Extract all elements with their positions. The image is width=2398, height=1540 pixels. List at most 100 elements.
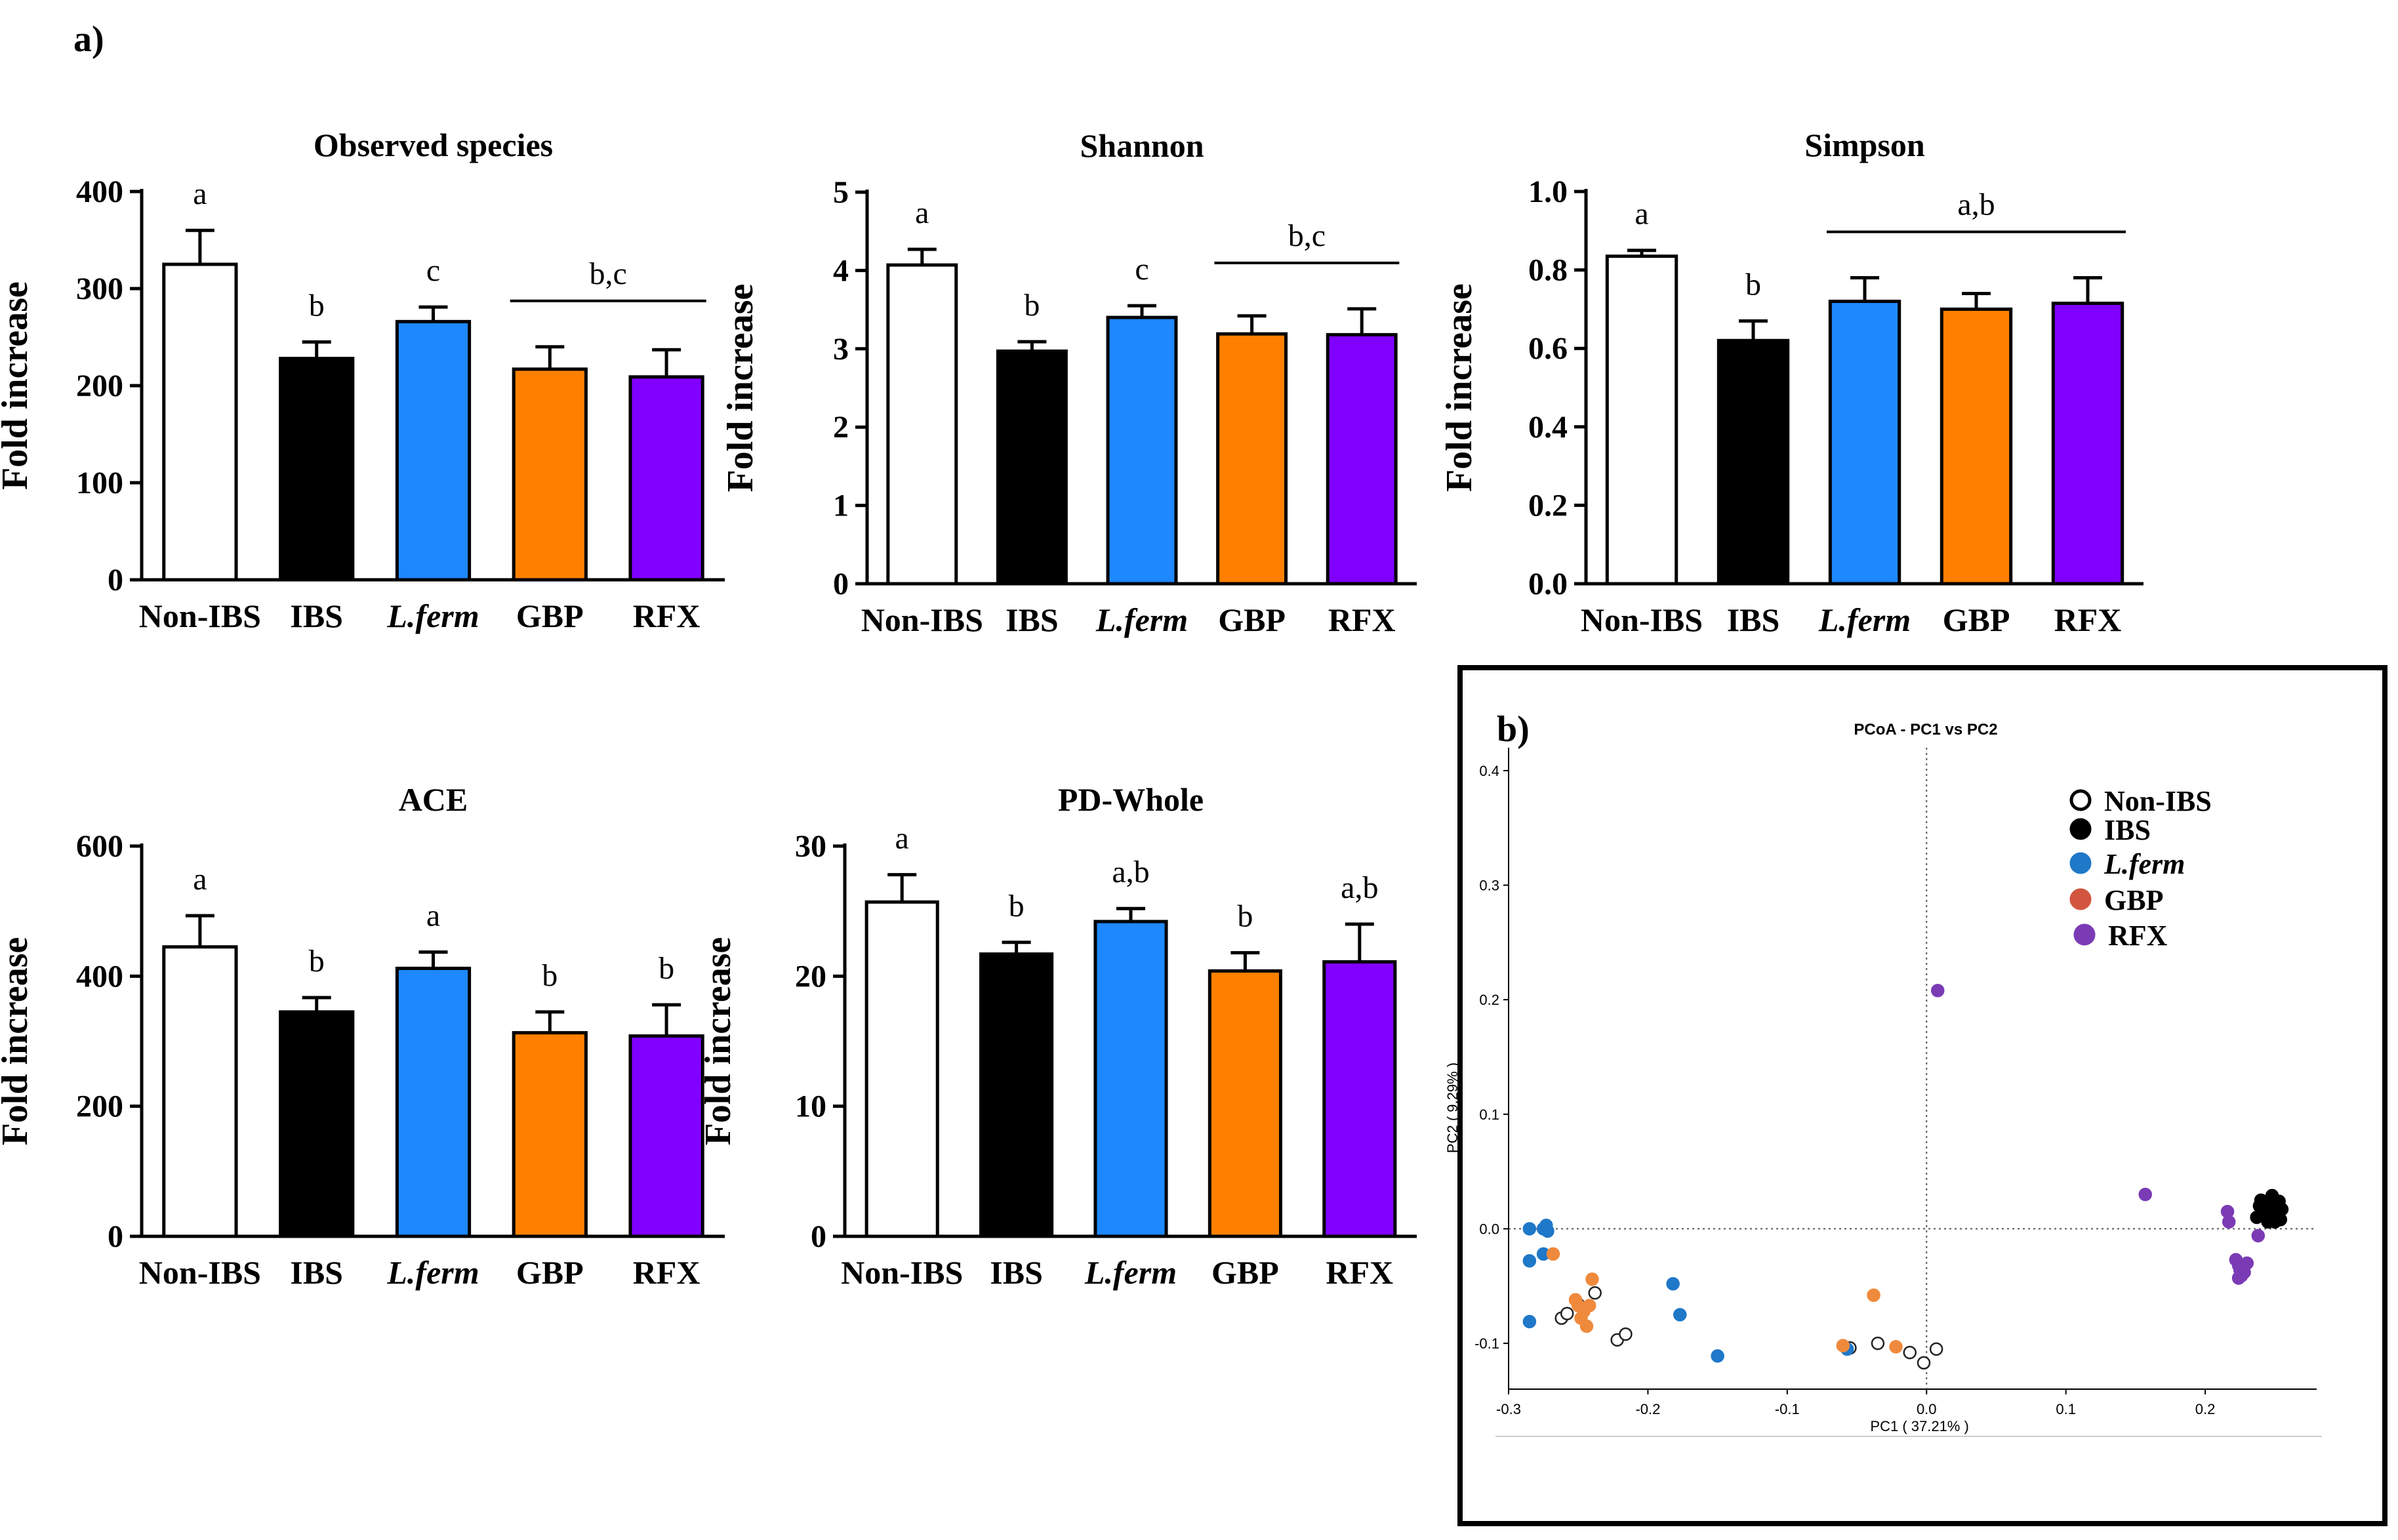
y-tick-label: 0.2	[1479, 992, 1499, 1008]
bar-l-ferm	[395, 319, 472, 582]
point-ibs	[2275, 1202, 2289, 1217]
y-tick-label: 2	[833, 410, 849, 445]
bar-chart-observed-species: Observed species Fold increase 0 100 200 300 4…	[0, 127, 725, 634]
y-tick-label: -0.1	[1474, 1335, 1499, 1352]
x-tick-label: IBS	[290, 598, 343, 634]
point-non-ibs	[1903, 1345, 1917, 1360]
panel-b-frame	[1457, 665, 2388, 1526]
significance-letter: a,b	[1341, 870, 1378, 905]
y-tick-label: 0.6	[1528, 331, 1568, 366]
y-tick-label: 1	[833, 489, 849, 523]
bar-l-ferm	[395, 966, 472, 1238]
y-axis-label: Fold increase	[698, 937, 739, 1146]
bar-ibs	[279, 357, 355, 582]
bar-rfx	[1326, 333, 1398, 586]
bar-non-ibs	[1605, 254, 1678, 586]
x-tick-label: Non-IBS	[139, 1254, 261, 1291]
significance-letter: b	[542, 958, 558, 993]
y-tick-label: 400	[76, 959, 123, 994]
bar-l-ferm	[1828, 299, 1901, 586]
significance-letter: c	[1135, 252, 1148, 287]
legend-label-rfx: RFX	[2108, 920, 2168, 952]
y-tick-label: 300	[76, 272, 123, 306]
x-tick-label: Non-IBS	[861, 601, 983, 638]
point-l-ferm	[1522, 1254, 1537, 1268]
significance-letter: b	[1745, 267, 1761, 302]
bar-gbp	[1216, 332, 1288, 586]
chart-title: Observed species	[314, 127, 553, 163]
point-rfx	[2138, 1187, 2152, 1202]
y-tick-label: 0.1	[1479, 1106, 1499, 1123]
y-tick-label: 0	[108, 1219, 123, 1254]
x-tick-label: L.ferm	[386, 598, 479, 634]
point-rfx	[2222, 1215, 2236, 1229]
x-axis-label: PC1 ( 37.21% )	[1870, 1418, 1968, 1434]
legend-marker-l-ferm	[2069, 852, 2092, 874]
x-tick-label: IBS	[1727, 601, 1780, 638]
point-gbp	[1889, 1340, 1903, 1354]
y-tick-label: 0.0	[1528, 567, 1568, 601]
significance-letter: c	[426, 253, 440, 288]
x-tick-label: GBP	[1211, 1254, 1279, 1291]
point-gbp	[1867, 1288, 1880, 1303]
y-tick-label: 0.0	[1479, 1221, 1499, 1238]
legend-label-l-ferm: L.ferm	[2103, 848, 2185, 880]
bar-chart-simpson: Simpson Fold increase 0.0 0.2 0.4 0.6 0.8 1.0 No…	[1439, 127, 2144, 638]
x-tick-label: -0.1	[1775, 1401, 1800, 1417]
x-tick-label: RFX	[1328, 601, 1396, 638]
panel-b-label: b)	[1497, 709, 1530, 750]
y-tick-label: 0.4	[1528, 410, 1568, 445]
y-axis-label: Fold increase	[1439, 283, 1480, 492]
point-non-ibs	[1871, 1336, 1885, 1350]
bar-chart-ace: ACE Fold increase 0 200 400 600 Non-IBS a IBS b L.…	[0, 781, 725, 1291]
y-tick-label: 200	[76, 369, 123, 403]
x-tick-label: RFX	[633, 1254, 701, 1291]
x-tick-label: Non-IBS	[1581, 601, 1703, 638]
x-tick-label: RFX	[2054, 601, 2122, 638]
y-tick-label: 20	[795, 959, 826, 994]
x-tick-label: IBS	[290, 1254, 343, 1291]
chart-title: ACE	[399, 781, 468, 818]
y-tick-label: 10	[795, 1089, 826, 1124]
bar-chart-shannon: Shannon Fold increase 0 1 2 3 4 5 Non-IBS a IBS b L.…	[720, 127, 1417, 638]
x-tick-label: IBS	[1006, 601, 1059, 638]
x-tick-label: -0.2	[1635, 1401, 1660, 1417]
legend-label-gbp: GBP	[2104, 884, 2163, 916]
significance-letter: a	[193, 176, 207, 211]
bar-non-ibs	[864, 900, 939, 1238]
point-gbp	[1579, 1319, 1594, 1333]
bar-l-ferm	[1093, 920, 1168, 1238]
significance-letter: a	[895, 821, 909, 856]
point-l-ferm	[1522, 1314, 1537, 1329]
y-tick-label: 600	[76, 829, 123, 864]
y-axis-label: Fold increase	[0, 937, 35, 1146]
significance-letter: a	[1635, 197, 1648, 232]
y-tick-label: 5	[833, 175, 849, 210]
significance-letter: b	[309, 944, 325, 979]
y-tick-label: 4	[833, 253, 849, 288]
x-tick-label: -0.3	[1496, 1401, 1521, 1417]
bar-ibs	[279, 1010, 355, 1238]
legend-label-non-ibs: Non-IBS	[2104, 785, 2212, 817]
pcoa-title: PCoA - PC1 vs PC2	[1854, 721, 1997, 739]
x-tick-label: 0.0	[1917, 1401, 1937, 1417]
x-tick-label: IBS	[990, 1254, 1043, 1291]
significance-group-label: b,c	[1288, 218, 1326, 253]
y-tick-label: 0.2	[1528, 488, 1568, 523]
significance-letter: a	[193, 862, 207, 897]
point-l-ferm	[1541, 1224, 1555, 1238]
point-gbp	[1582, 1299, 1596, 1312]
bar-non-ibs	[886, 263, 958, 586]
bar-chart-pd-whole: PD-Whole Fold increase 0 10 20 30 Non-IBS a IBS b…	[698, 781, 1417, 1291]
point-l-ferm	[1711, 1349, 1724, 1363]
significance-letter: a,b	[1112, 855, 1149, 889]
x-tick-label: RFX	[633, 598, 701, 634]
point-l-ferm	[1522, 1222, 1537, 1236]
x-tick-label: L.ferm	[1095, 601, 1188, 638]
bar-non-ibs	[162, 945, 238, 1238]
x-tick-label: L.ferm	[1084, 1254, 1177, 1291]
significance-group-label: a,b	[1957, 188, 1995, 222]
point-non-ibs	[1588, 1286, 1602, 1300]
x-tick-label: GBP	[516, 598, 584, 634]
bar-gbp	[512, 367, 588, 582]
